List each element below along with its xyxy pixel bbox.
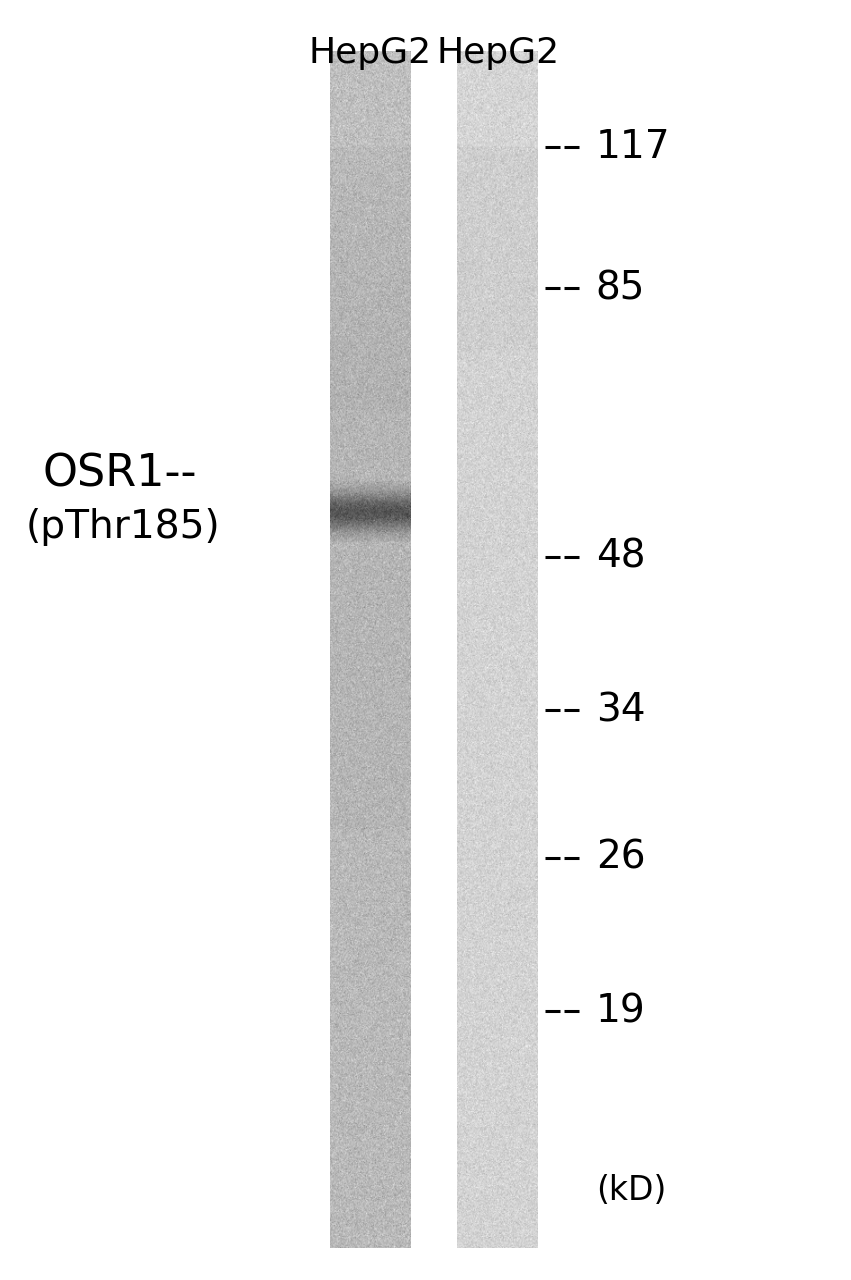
Text: HepG2: HepG2: [437, 36, 559, 70]
Text: 117: 117: [596, 128, 671, 166]
Text: 48: 48: [596, 538, 645, 576]
Text: (pThr185): (pThr185): [26, 508, 220, 547]
Text: 26: 26: [596, 838, 645, 877]
Text: OSR1--: OSR1--: [43, 452, 197, 495]
Text: 85: 85: [596, 269, 645, 307]
Text: 34: 34: [596, 691, 645, 730]
Text: (kD): (kD): [596, 1174, 666, 1207]
Text: HepG2: HepG2: [309, 36, 431, 70]
Text: 19: 19: [596, 992, 645, 1030]
